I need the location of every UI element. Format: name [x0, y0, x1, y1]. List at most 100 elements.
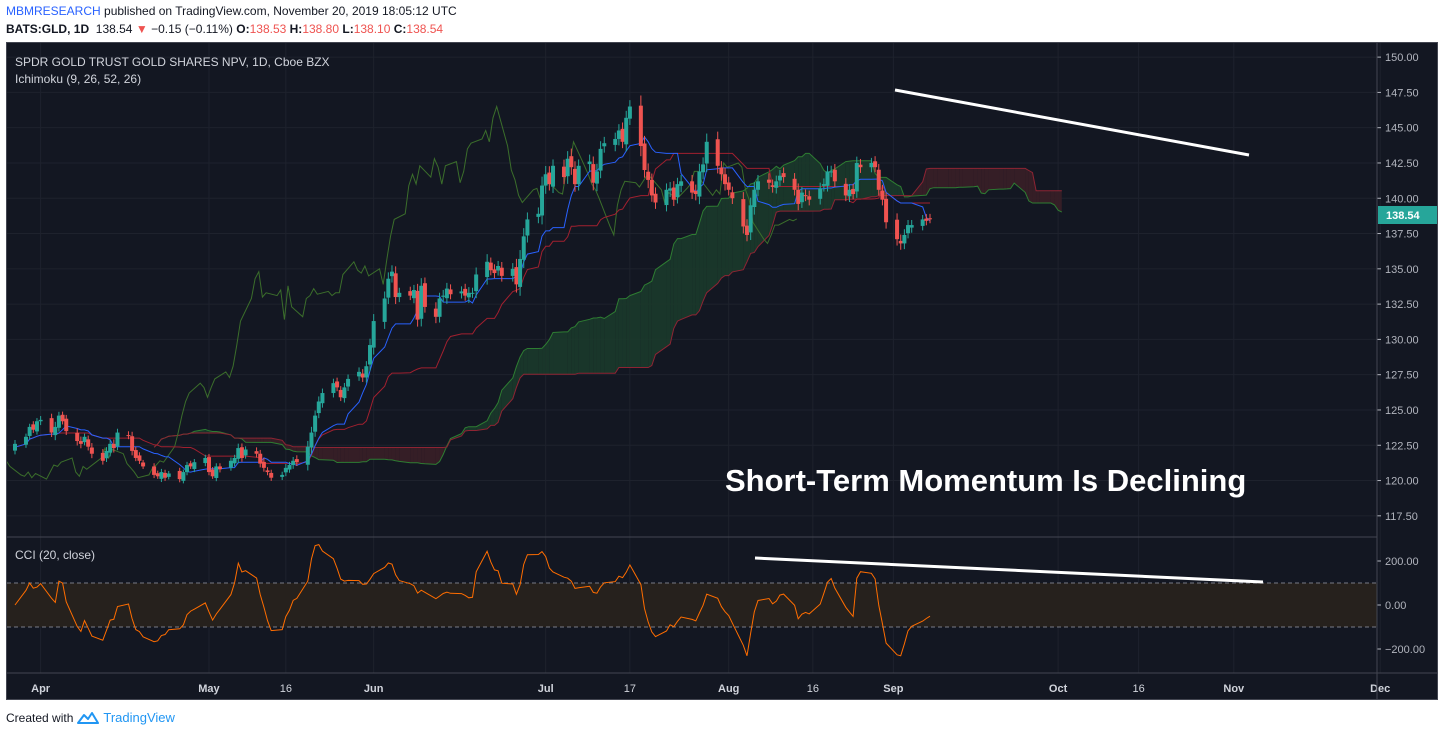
- price-tick-label: 117.50: [1385, 511, 1418, 523]
- cloud-segment: [937, 168, 949, 188]
- candle-body: [236, 448, 241, 459]
- candle-body: [313, 415, 318, 432]
- cloud-segment: [1010, 168, 1015, 189]
- candle-body: [818, 188, 823, 199]
- cloud-segment: [629, 291, 641, 368]
- cloud-segment: [1014, 168, 1026, 193]
- candle-body: [770, 185, 775, 187]
- candle-body: [433, 308, 438, 317]
- cloud-segment: [600, 317, 605, 374]
- cloud-segment: [567, 327, 572, 375]
- candle-body: [518, 258, 523, 287]
- candle-body: [269, 472, 274, 478]
- candle-body: [525, 219, 530, 236]
- candle-body: [181, 472, 186, 481]
- candle-body: [364, 366, 369, 378]
- candle-body: [624, 117, 629, 145]
- price-trendline[interactable]: [894, 88, 1250, 157]
- chart-frame[interactable]: 117.50 120.00 122.50 125.00 127.50 130.00 132.…: [6, 42, 1438, 700]
- candle-body: [748, 205, 753, 233]
- candle-body: [920, 219, 925, 226]
- cloud-segment: [359, 447, 363, 463]
- author-link[interactable]: MBMRESEARCH: [6, 4, 101, 18]
- candle-body: [78, 441, 83, 444]
- candle-body: [100, 452, 105, 461]
- cloud-segment: [435, 447, 440, 465]
- cloud-segment: [593, 317, 597, 374]
- cloud-segment: [626, 295, 630, 368]
- cloud-segment: [644, 283, 649, 368]
- candle-body: [335, 381, 340, 388]
- price-tick-label: 127.50: [1385, 370, 1419, 382]
- cloud-segment: [267, 438, 272, 443]
- candle-body: [906, 225, 911, 234]
- close-value: 138.54: [406, 22, 444, 36]
- time-tick-label: 16: [1132, 683, 1144, 695]
- published-text: published on TradingView.com, November 2…: [104, 4, 457, 18]
- leading-span-b: [153, 167, 1062, 448]
- candle-body: [569, 156, 574, 168]
- candle-body: [693, 190, 698, 195]
- cloud-segment: [725, 198, 729, 276]
- candles: [13, 95, 932, 484]
- candle-body: [796, 189, 801, 204]
- cloud-segment: [988, 168, 1000, 190]
- candle-body: [60, 414, 65, 422]
- candle-body: [485, 261, 490, 278]
- candle-body: [551, 165, 556, 187]
- candle-body: [53, 426, 58, 436]
- tradingview-logo-icon: [77, 712, 100, 724]
- cci-title[interactable]: CCI (20, close): [15, 548, 95, 562]
- candle-body: [466, 292, 471, 298]
- cloud-segment: [783, 160, 795, 212]
- cloud-segment: [487, 413, 491, 429]
- cloud-segment: [897, 184, 901, 196]
- cloud-segment: [962, 168, 974, 188]
- candle-body: [342, 387, 347, 399]
- ichimoku-lines: [7, 104, 1063, 480]
- chart-canvas[interactable]: 117.50 120.00 122.50 125.00 127.50 130.00 132.…: [7, 43, 1437, 699]
- tradingview-brand[interactable]: TradingView: [103, 710, 175, 725]
- candle-body: [38, 419, 43, 422]
- cloud-segment: [673, 238, 678, 329]
- cci-tick-label: −200.00: [1385, 644, 1425, 656]
- candle-body: [690, 181, 695, 193]
- cloud-segment: [348, 447, 360, 463]
- candle-body: [130, 436, 135, 451]
- cloud-segment: [498, 390, 502, 423]
- candle-body: [104, 450, 109, 459]
- candle-body: [741, 199, 746, 227]
- cloud-segment: [370, 447, 374, 460]
- pane-title: SPDR GOLD TRUST GOLD SHARES NPV, 1D, Cbo…: [15, 55, 330, 69]
- cloud-segment: [695, 223, 700, 315]
- cloud-segment: [399, 447, 411, 463]
- candle-body: [543, 174, 548, 186]
- candle-body: [598, 148, 603, 171]
- cloud-segment: [245, 438, 257, 443]
- cloud-segment: [282, 440, 286, 450]
- cloud-segment: [271, 438, 283, 445]
- candle-body: [565, 158, 570, 177]
- price-tick-label: 130.00: [1385, 334, 1419, 346]
- candle-body: [562, 166, 566, 178]
- price-tick-label: 147.50: [1385, 87, 1419, 99]
- candle-body: [613, 138, 618, 145]
- cloud-segment: [706, 206, 718, 293]
- time-tick-label: Nov: [1223, 683, 1245, 695]
- candle-body: [572, 168, 577, 185]
- cci-trendline[interactable]: [754, 556, 1264, 584]
- cloud-segment: [337, 447, 341, 463]
- price-tick-label: 132.50: [1385, 299, 1419, 311]
- candle-body: [185, 465, 190, 473]
- cloud-segment: [655, 261, 667, 355]
- candle-body: [214, 466, 219, 479]
- candle-body: [188, 463, 193, 467]
- cloud-segment: [1039, 190, 1051, 203]
- indicator-title[interactable]: Ichimoku (9, 26, 52, 26): [15, 72, 141, 86]
- candle-body: [752, 189, 757, 208]
- cloud-segment: [260, 438, 264, 443]
- candle-body: [422, 283, 427, 307]
- candle-body: [408, 291, 413, 296]
- cloud-segment: [951, 168, 956, 188]
- candle-body: [23, 436, 28, 445]
